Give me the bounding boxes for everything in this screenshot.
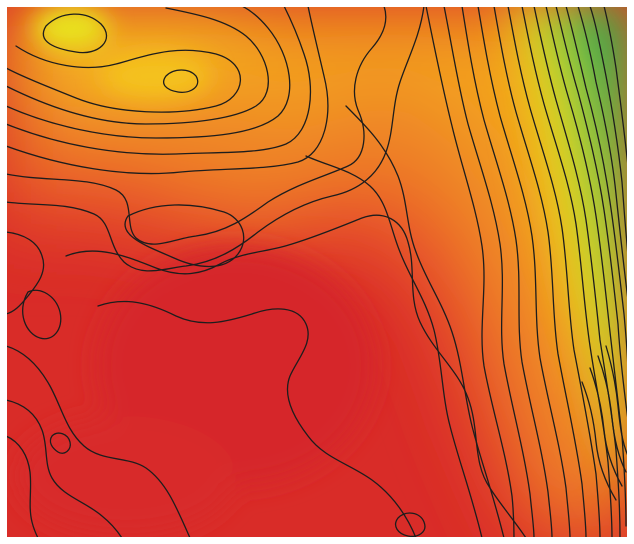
contour-line <box>597 355 627 473</box>
contour-lines <box>6 6 628 538</box>
contour-line <box>581 381 617 501</box>
contour-line <box>565 6 628 377</box>
contour-line <box>22 289 62 340</box>
contour-line <box>6 6 329 175</box>
contour-line <box>124 204 245 268</box>
contour-line <box>6 45 241 113</box>
contour-line <box>42 13 108 54</box>
contour-line <box>443 6 535 538</box>
contour-line <box>493 6 587 538</box>
contour-line <box>345 105 505 538</box>
contour-line <box>6 7 269 125</box>
color-field-peaks <box>16 6 376 536</box>
contour-line <box>533 6 621 538</box>
contour-line <box>305 155 483 538</box>
contour-line <box>605 345 628 457</box>
contour-line <box>6 345 191 538</box>
contour-line <box>603 6 628 167</box>
contour-line <box>507 6 601 538</box>
contour-line <box>461 6 553 538</box>
contour-line <box>521 6 613 538</box>
contour-map <box>6 6 628 538</box>
contour-line <box>6 6 291 139</box>
contour-line <box>6 435 39 538</box>
contour-map-canvas <box>6 6 628 538</box>
contour-line <box>6 399 123 538</box>
color-field-right <box>506 6 628 506</box>
contour-line <box>6 6 312 155</box>
contour-line <box>555 6 628 421</box>
contour-line <box>49 432 71 454</box>
contour-line <box>589 367 623 487</box>
contour-line <box>6 6 425 272</box>
contour-line <box>477 6 571 538</box>
contour-line <box>6 6 387 245</box>
contour-line <box>425 6 515 538</box>
contour-line <box>394 512 426 538</box>
contour-line <box>65 214 527 538</box>
contour-line <box>589 6 628 257</box>
contour-line <box>163 69 199 93</box>
contour-line <box>6 231 45 315</box>
contour-line <box>97 300 417 538</box>
contour-line <box>577 6 628 301</box>
